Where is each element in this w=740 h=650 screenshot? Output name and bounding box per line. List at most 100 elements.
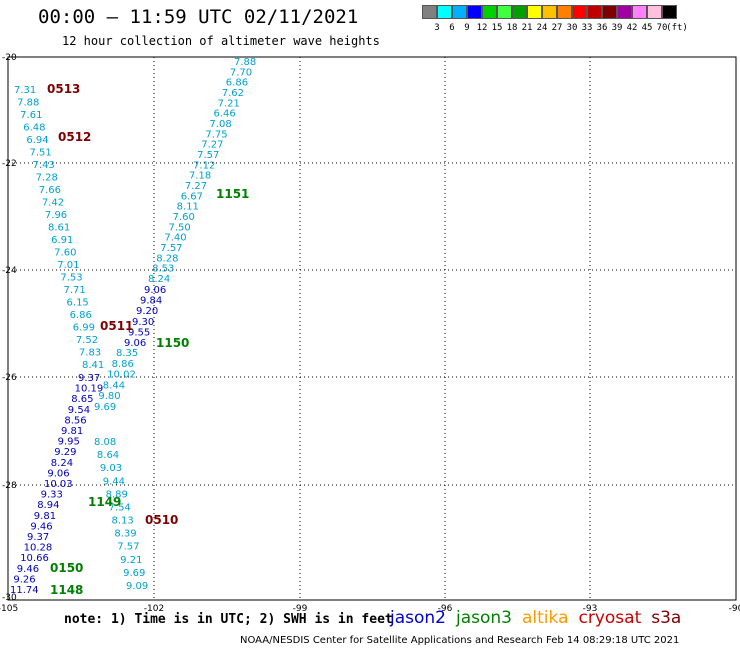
wave-height-value: 6.46 bbox=[214, 109, 236, 120]
wave-height-value: 7.51 bbox=[29, 148, 51, 159]
wave-height-value: 7.27 bbox=[201, 140, 223, 151]
color-scale-swatch bbox=[632, 5, 647, 19]
wave-height-value: 6.91 bbox=[51, 235, 73, 246]
wave-height-value: 7.27 bbox=[185, 181, 207, 192]
pass-time-label: 1151 bbox=[216, 187, 249, 201]
wave-height-value: 8.64 bbox=[97, 450, 119, 461]
legend-s3a: s3a bbox=[651, 608, 682, 628]
color-scale-label: 3 bbox=[434, 23, 440, 33]
wave-height-value: 7.52 bbox=[76, 335, 98, 346]
pass-time-label: 0512 bbox=[58, 130, 91, 144]
wave-height-value: 8.39 bbox=[114, 529, 136, 540]
color-scale-label: (ft) bbox=[666, 23, 688, 33]
color-scale-swatch bbox=[527, 5, 542, 19]
wave-height-value: 7.42 bbox=[42, 198, 64, 209]
wave-height-value: 7.31 bbox=[14, 85, 36, 96]
lat-tick-label: -22 bbox=[2, 159, 17, 169]
color-scale-swatch bbox=[557, 5, 572, 19]
pass-time-label: 0513 bbox=[47, 82, 80, 96]
wave-height-value: 9.46 bbox=[17, 564, 39, 575]
wave-height-value: 9.30 bbox=[132, 317, 154, 328]
wave-height-value: 6.15 bbox=[67, 298, 89, 309]
color-scale-label: 12 bbox=[476, 23, 488, 33]
wave-height-value: 7.60 bbox=[173, 212, 195, 223]
wave-height-value: 7.66 bbox=[39, 185, 61, 196]
note-text: note: 1) Time is in UTC; 2) SWH is in fe… bbox=[64, 612, 393, 627]
wave-height-value: 7.53 bbox=[60, 273, 82, 284]
wave-height-value: 6.86 bbox=[226, 78, 248, 89]
wave-height-value: 9.06 bbox=[124, 338, 146, 349]
wave-height-value: 8.44 bbox=[103, 380, 125, 391]
color-scale-label: 30 bbox=[566, 23, 578, 33]
page-subtitle: 12 hour collection of altimeter wave hei… bbox=[62, 34, 380, 48]
lat-tick-label: -20 bbox=[2, 53, 17, 63]
wave-height-value: 7.43 bbox=[33, 160, 55, 171]
wave-height-value: 9.46 bbox=[30, 521, 52, 532]
wave-height-value: 9.80 bbox=[98, 391, 120, 402]
wave-height-value: 8.94 bbox=[37, 500, 59, 511]
wave-height-value: 6.86 bbox=[70, 310, 92, 321]
wave-height-value: 10.19 bbox=[75, 384, 104, 395]
wave-height-value: 7.96 bbox=[45, 210, 67, 221]
wave-height-value: 7.18 bbox=[189, 171, 211, 182]
pass-time-label: 1149 bbox=[88, 495, 121, 509]
wave-height-value: 7.50 bbox=[168, 222, 190, 233]
lon-tick-label: -93 bbox=[583, 604, 598, 614]
legend-jason3: jason3 bbox=[456, 608, 512, 628]
wave-height-value: 9.69 bbox=[123, 568, 145, 579]
wave-height-value: 7.71 bbox=[63, 285, 85, 296]
footer-credit: NOAA/NESDIS Center for Satellite Applica… bbox=[240, 635, 680, 646]
wave-height-value: 9.54 bbox=[68, 405, 90, 416]
wave-height-value: 9.33 bbox=[41, 490, 63, 501]
wave-height-value: 9.81 bbox=[34, 511, 56, 522]
lon-tick-label: -96 bbox=[438, 604, 453, 614]
wave-height-value: 7.57 bbox=[117, 542, 139, 553]
satellite-legend: jason2 jason3 altika cryosat s3a bbox=[390, 608, 691, 628]
wave-height-value: 7.83 bbox=[79, 348, 101, 359]
legend-jason2: jason2 bbox=[390, 608, 446, 628]
wave-height-value: 7.70 bbox=[230, 67, 252, 78]
color-scale-swatch bbox=[542, 5, 557, 19]
wave-height-value: 9.26 bbox=[13, 574, 35, 585]
color-scale-label: 6 bbox=[449, 23, 455, 33]
wave-height-value: 9.09 bbox=[126, 581, 148, 592]
wave-height-value: 8.89 bbox=[106, 489, 128, 500]
color-scale-label: 24 bbox=[536, 23, 548, 33]
lat-tick-label: -26 bbox=[2, 373, 17, 383]
lat-tick-label: -24 bbox=[2, 266, 17, 276]
wave-height-value: 9.44 bbox=[103, 476, 125, 487]
wave-height-value: 9.55 bbox=[128, 327, 150, 338]
wave-height-value: 9.84 bbox=[140, 296, 162, 307]
wave-height-value: 9.69 bbox=[94, 402, 116, 413]
wave-height-value: 7.57 bbox=[197, 150, 219, 161]
wave-height-value: 7.40 bbox=[164, 233, 186, 244]
pass-time-label: 0511 bbox=[100, 319, 133, 333]
wave-height-value: 9.21 bbox=[120, 555, 142, 566]
wave-height-value: 11.74 bbox=[10, 585, 39, 596]
wave-height-value: 7.61 bbox=[20, 110, 42, 121]
color-scale-swatch bbox=[497, 5, 512, 19]
wave-height-value: 7.01 bbox=[57, 260, 79, 271]
color-scale-label: 15 bbox=[491, 23, 503, 33]
lat-tick-label: -28 bbox=[2, 481, 17, 491]
color-scale-label: 27 bbox=[551, 23, 563, 33]
color-scale-label: 18 bbox=[506, 23, 518, 33]
wave-height-value: 6.94 bbox=[26, 135, 48, 146]
color-scale-label: 70 bbox=[656, 23, 668, 33]
wave-height-value: 8.61 bbox=[48, 223, 70, 234]
wave-height-value: 8.86 bbox=[112, 359, 134, 370]
lon-tick-label: -99 bbox=[293, 604, 308, 614]
color-scale-swatch bbox=[647, 5, 662, 19]
wave-height-value: 10.28 bbox=[24, 543, 53, 554]
wave-height-value: 7.88 bbox=[17, 98, 39, 109]
color-scale-swatch bbox=[617, 5, 632, 19]
legend-cryosat: cryosat bbox=[578, 608, 642, 628]
wave-height-value: 9.20 bbox=[136, 306, 158, 317]
wave-height-value: 8.53 bbox=[152, 264, 174, 275]
color-scale-swatch bbox=[452, 5, 467, 19]
lat-tick-label: -30 bbox=[2, 593, 17, 603]
color-scale-swatch bbox=[467, 5, 482, 19]
wave-height-value: 8.13 bbox=[111, 516, 133, 527]
page-title: 00:00 – 11:59 UTC 02/11/2021 bbox=[38, 6, 359, 28]
wave-height-value: 9.37 bbox=[78, 373, 100, 384]
